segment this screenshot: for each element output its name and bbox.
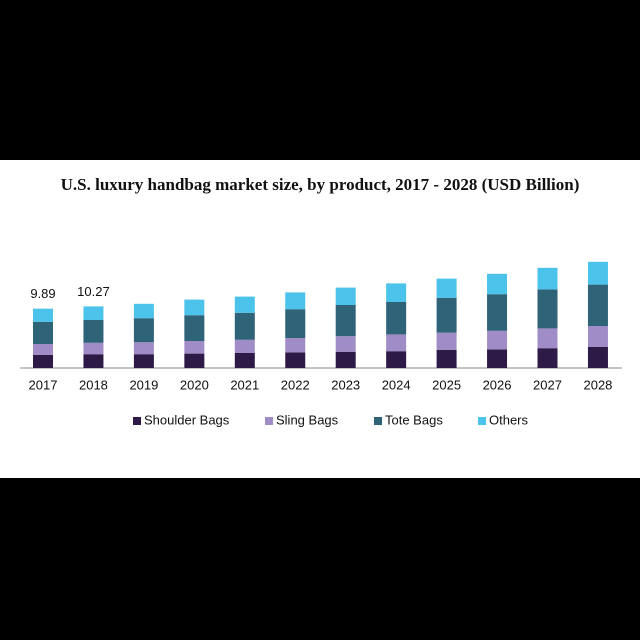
bar-segment: [83, 320, 104, 343]
bar-segment: [133, 303, 154, 319]
bar-segment: [133, 354, 154, 368]
bar-segment: [234, 296, 255, 313]
bar-segment: [33, 354, 53, 368]
bar-segment: [33, 344, 53, 355]
bar-segment: [386, 334, 407, 352]
legend-marker: [265, 417, 273, 425]
x-tick-label: 2027: [533, 377, 562, 392]
legend-marker: [374, 417, 382, 425]
bar-segment: [436, 278, 457, 298]
x-tick-label: 2025: [432, 377, 461, 392]
bar-segment: [285, 352, 306, 368]
bar-segment: [335, 336, 356, 352]
bar-segment: [386, 283, 407, 302]
bar-segment: [234, 339, 255, 353]
legend-marker: [133, 417, 141, 425]
legend-label: Others: [489, 412, 529, 427]
x-tick-label: 2026: [483, 377, 512, 392]
bar-segment: [587, 347, 608, 368]
x-tick-label: 2022: [281, 377, 310, 392]
bar-segment: [234, 312, 255, 340]
x-tick-label: 2019: [129, 377, 158, 392]
bar-segment: [335, 287, 356, 305]
bar-segment: [285, 338, 306, 353]
legend-label: Shoulder Bags: [144, 412, 230, 427]
bar-segment: [587, 326, 608, 347]
x-tick-label: 2021: [230, 377, 259, 392]
bar-segment: [487, 294, 508, 331]
bar-segment: [133, 342, 154, 355]
bar-segment: [184, 299, 205, 316]
bar-segment: [537, 328, 558, 349]
bar-segment: [487, 330, 508, 350]
bar-segment: [587, 261, 608, 285]
bar-segment: [133, 318, 154, 343]
x-tick-label: 2028: [583, 377, 612, 392]
bar-segment: [184, 353, 205, 368]
bar-segment: [587, 284, 608, 326]
bar-segment: [33, 308, 53, 322]
data-label: 9.89: [30, 286, 55, 301]
chart-title: U.S. luxury handbag market size, by prod…: [61, 175, 580, 194]
bar-segment: [335, 351, 356, 368]
bar-segment: [83, 306, 104, 320]
legend-marker: [478, 417, 486, 425]
x-tick-label: 2017: [29, 377, 58, 392]
bar-segment: [537, 289, 558, 329]
bar-segment: [487, 273, 508, 295]
bar-segment: [537, 348, 558, 368]
chart-background: [0, 160, 640, 478]
legend-label: Tote Bags: [385, 412, 443, 427]
bar-segment: [386, 351, 407, 368]
bar-segment: [234, 353, 255, 368]
bar-segment: [184, 315, 205, 341]
bar-segment: [184, 341, 205, 354]
x-tick-label: 2018: [79, 377, 108, 392]
bar-segment: [487, 349, 508, 368]
bar-segment: [436, 297, 457, 333]
bar-segment: [537, 267, 558, 290]
bar-segment: [436, 350, 457, 368]
x-tick-label: 2023: [331, 377, 360, 392]
data-label: 10.27: [77, 284, 110, 299]
bar-segment: [285, 309, 306, 338]
bar-segment: [386, 302, 407, 335]
bar-segment: [83, 342, 104, 355]
legend-label: Sling Bags: [276, 412, 339, 427]
bar-segment: [83, 354, 104, 368]
bar-segment: [33, 321, 53, 344]
bar-segment: [285, 292, 306, 310]
x-tick-label: 2020: [180, 377, 209, 392]
bar-segment: [436, 332, 457, 350]
bar-segment: [335, 305, 356, 337]
x-tick-label: 2024: [382, 377, 411, 392]
